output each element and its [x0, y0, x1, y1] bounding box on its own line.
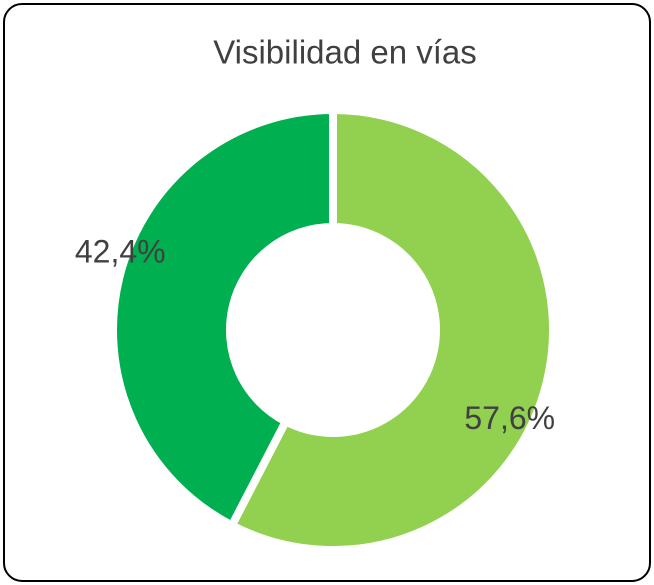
data-label: 42,4% [75, 234, 166, 270]
chart-title: Visibilidad en vías [213, 34, 477, 71]
donut-slice [226, 105, 557, 554]
data-label: 57,6% [464, 400, 555, 436]
donut-slice [109, 105, 337, 531]
